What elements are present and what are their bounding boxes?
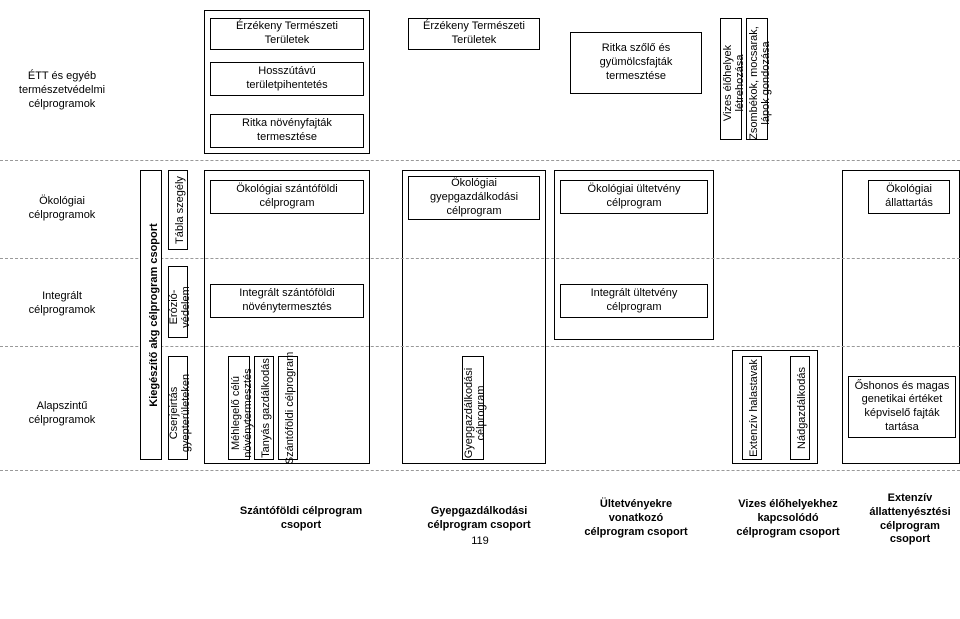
text-int-ultet: Integrált ültetvény célprogram bbox=[591, 287, 678, 315]
row-label-ett: ÉTT és egyéb természetvédelmi célprogram… bbox=[6, 70, 118, 111]
text-eroziovedelem: Erózió- védelem bbox=[168, 272, 192, 342]
text-ezt1: Érzékeny Természeti Területek bbox=[236, 20, 338, 48]
box-int-szanto: Integrált szántóföldi növénytermesztés bbox=[210, 284, 364, 318]
text-gyepgazd: Gyepgazdálkodási célprogram bbox=[463, 359, 487, 467]
box-int-ultet: Integrált ültetvény célprogram bbox=[560, 284, 708, 318]
box-extenziv-hal: Extenzív halastavak bbox=[742, 356, 762, 460]
box-oko-szanto: Ökológiai szántóföldi célprogram bbox=[210, 180, 364, 214]
text-int-szanto: Integrált szántóföldi növénytermesztés bbox=[239, 287, 334, 315]
text-oko-gyep: Ökológiai gyepgazdálkodási célprogram bbox=[430, 177, 518, 218]
box-ezt2: Érzékeny Természeti Területek bbox=[408, 18, 540, 50]
box-szantofoldi-cp: Szántóföldi célprogram bbox=[278, 356, 298, 460]
box-cserjeirtas: Cserjeirtás gyepterületeken bbox=[168, 356, 188, 460]
row-label-okologiai: Ökológiai célprogramok bbox=[6, 195, 118, 223]
box-nadgazd: Nádgazdálkodás bbox=[790, 356, 810, 460]
text-mehlegelo: Méhlegelő célú növénytermesztés bbox=[230, 360, 254, 466]
text-ritkanov: Ritka növényfajták termesztése bbox=[242, 117, 332, 145]
box-ezt1: Érzékeny Természeti Területek bbox=[210, 18, 364, 50]
row-label-integralt: Integrált célprogramok bbox=[6, 290, 118, 318]
bottom-label-ultet: Ültetvényekre vonatkozó célprogram csopo… bbox=[562, 498, 710, 539]
text-ezt2: Érzékeny Természeti Területek bbox=[423, 20, 525, 48]
text-kiegeszito: Kiegészítő akg célprogram csoport bbox=[148, 192, 160, 438]
box-tabla-szegely: Tábla szegély bbox=[168, 170, 188, 250]
text-oko-szanto: Ökológiai szántóföldi célprogram bbox=[236, 183, 338, 211]
text-oko-allat: Ökológiai állattartás bbox=[885, 183, 933, 211]
text-nadgazd: Nádgazdálkodás bbox=[796, 355, 808, 461]
box-kiegeszito: Kiegészítő akg célprogram csoport bbox=[140, 170, 162, 460]
box-ritkanov: Ritka növényfajták termesztése bbox=[210, 114, 364, 148]
divider-1 bbox=[0, 160, 960, 161]
page-number: 119 bbox=[460, 535, 500, 549]
text-oko-ultet: Ökológiai ültetvény célprogram bbox=[588, 183, 681, 211]
text-szantofoldi-cp: Szántóföldi célprogram bbox=[284, 341, 296, 475]
text-extenziv-hal: Extenzív halastavak bbox=[748, 347, 760, 469]
bottom-label-extenziv: Extenzív állattenyésztési célprogram cso… bbox=[864, 492, 956, 547]
box-oshonos: Őshonos és magas genetikai értéket képvi… bbox=[848, 376, 956, 438]
row-label-alapszintu: Alapszintű célprogramok bbox=[6, 400, 118, 428]
box-oko-ultet: Ökológiai ültetvény célprogram bbox=[560, 180, 708, 214]
text-cserjeirtas: Cserjeirtás gyepterületeken bbox=[168, 362, 192, 464]
box-vizes-elohelyek: Vizes élőhelyek létrehozása bbox=[720, 18, 742, 140]
text-hosszutavu: Hosszútávú területpihentetés bbox=[246, 65, 327, 93]
text-ritkaszolo: Ritka szőlő és gyümölcsfajták termesztés… bbox=[600, 42, 673, 83]
box-eroziovedelem: Erózió- védelem bbox=[168, 266, 188, 338]
divider-4 bbox=[0, 470, 960, 471]
text-tanyas: Tanyás gazdálkodás bbox=[260, 351, 272, 465]
box-zsombekok: Zsombékok, mocsarak, lápok gondozása bbox=[746, 18, 768, 140]
text-tabla-szegely: Tábla szegély bbox=[174, 169, 186, 251]
box-oko-gyep: Ökológiai gyepgazdálkodási célprogram bbox=[408, 176, 540, 220]
text-oshonos: Őshonos és magas genetikai értéket képvi… bbox=[855, 380, 950, 435]
box-mehlegelo: Méhlegelő célú növénytermesztés bbox=[228, 356, 250, 460]
text-zsombekok: Zsombékok, mocsarak, lápok gondozása bbox=[748, 8, 772, 158]
box-oko-allat: Ökológiai állattartás bbox=[868, 180, 950, 214]
bottom-label-szanto: Szántóföldi célprogram csoport bbox=[216, 505, 386, 533]
bottom-label-vizes: Vizes élőhelyekhez kapcsolódó célprogram… bbox=[720, 498, 856, 539]
text-vizes-elohelyek: Vizes élőhelyek létrehozása bbox=[722, 28, 746, 138]
box-gyepgazd: Gyepgazdálkodási célprogram bbox=[462, 356, 484, 460]
box-ritkaszolo: Ritka szőlő és gyümölcsfajták termesztés… bbox=[570, 32, 702, 94]
box-tanyas: Tanyás gazdálkodás bbox=[254, 356, 274, 460]
box-hosszutavu: Hosszútávú területpihentetés bbox=[210, 62, 364, 96]
bottom-label-gyep: Gyepgazdálkodási célprogram csoport bbox=[414, 505, 544, 533]
